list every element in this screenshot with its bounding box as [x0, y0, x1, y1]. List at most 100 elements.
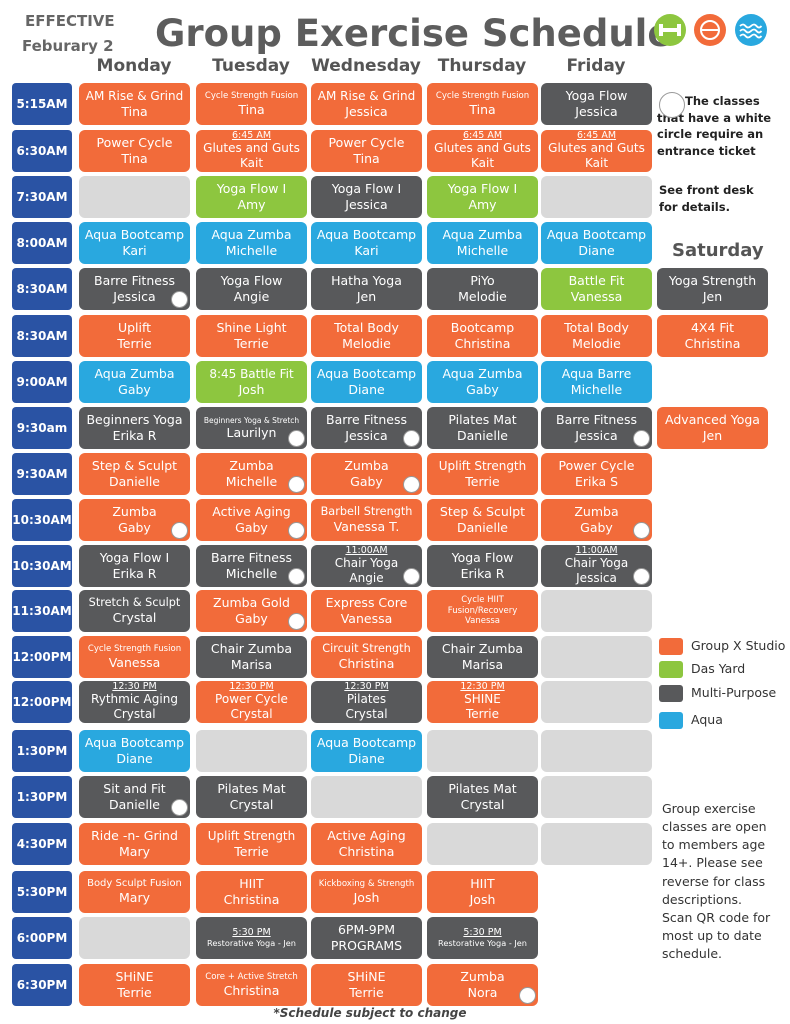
- instructor: Terrie: [465, 473, 500, 489]
- class-cell: Cycle Strength Fusion Vanessa: [79, 636, 190, 678]
- instructor: Christina: [338, 656, 395, 672]
- instructor: Erika S: [574, 474, 619, 489]
- class-cell: [79, 917, 190, 959]
- instructor: Fusion/Recovery: [447, 605, 518, 616]
- instructor: Crystal: [229, 797, 274, 812]
- class-name: Stretch & Sculpt: [88, 596, 181, 610]
- instructor: Christina: [454, 336, 511, 351]
- instructor: Vanessa: [108, 654, 161, 670]
- class-name: AM Rise & Grind: [317, 88, 416, 103]
- class-cell: [427, 823, 538, 865]
- class-cell: Barre Fitness Jessica: [311, 407, 422, 449]
- class-time: 5:30 PM: [232, 926, 271, 938]
- class-cell: 5:30 PM Restorative Yoga - Jen: [196, 917, 307, 959]
- class-cell: SHiNE Terrie: [311, 964, 422, 1006]
- instructor: Danielle: [108, 474, 160, 489]
- instructor: Josh: [353, 889, 380, 905]
- class-name: HIIT: [239, 876, 264, 892]
- class-cell: 4X4 Fit Christina: [657, 315, 768, 357]
- ticket-circle: [288, 476, 305, 493]
- class-cell: Battle Fit Vanessa: [541, 268, 652, 310]
- class-cell: [196, 730, 307, 772]
- instructor: Diane: [348, 751, 385, 766]
- instructor: Gaby: [235, 520, 268, 535]
- class-cell: Aqua Zumba Michelle: [196, 222, 307, 264]
- class-cell: Express Core Vanessa: [311, 590, 422, 632]
- legend-swatch: [659, 638, 683, 655]
- class-name: Pilates Mat: [448, 781, 517, 797]
- day-header: Monday: [96, 56, 172, 76]
- class-name: Advanced Yoga: [665, 412, 760, 428]
- instructor: PROGRAMS: [330, 938, 403, 953]
- legend-swatch: [659, 712, 683, 729]
- class-name: Aqua Bootcamp: [316, 366, 417, 382]
- time-label: 10:30AM: [12, 499, 72, 541]
- date: Feburary 2: [22, 37, 114, 55]
- class-cell: Yoga Flow Jessica: [541, 83, 652, 125]
- class-name: Glutes and Guts: [203, 141, 300, 156]
- class-name: Barre Fitness: [94, 273, 175, 289]
- class-cell: [311, 776, 422, 818]
- instructor: Jessica: [345, 103, 388, 119]
- instructor: Michelle: [225, 566, 278, 581]
- class-name: Zumba: [574, 504, 619, 520]
- instructor: Terrie: [349, 985, 384, 1000]
- instructor: Angie: [233, 289, 270, 304]
- class-cell: AM Rise & Grind Tina: [79, 83, 190, 125]
- instructor: Laurilyn: [226, 424, 277, 440]
- instructor: Michelle: [570, 382, 623, 397]
- class-cell: Beginners Yoga Erika R: [79, 407, 190, 449]
- class-cell: Circuit Strength Christina: [311, 636, 422, 678]
- legend-label: Aqua: [691, 712, 723, 727]
- time-label: 4:30PM: [12, 823, 72, 865]
- class-name: SHINE: [464, 692, 501, 707]
- legend-label: Group X Studio: [691, 638, 786, 653]
- class-name: Step & Sculpt: [91, 458, 178, 474]
- time-label: 10:30AM: [12, 545, 72, 587]
- time-label: 1:30PM: [12, 730, 72, 772]
- legend-swatch: [659, 661, 683, 678]
- instructor: Mary: [119, 844, 150, 859]
- instructor: Michelle: [225, 243, 278, 258]
- class-name: Beginners Yoga & Stretch: [203, 415, 300, 425]
- class-cell: Barbell Strength Vanessa T.: [311, 499, 422, 541]
- instructor: Gaby: [235, 611, 268, 626]
- class-cell: Uplift Terrie: [79, 315, 190, 357]
- instructor: Vanessa: [570, 289, 623, 304]
- class-cell: Stretch & Sculpt Crystal: [79, 590, 190, 632]
- class-cell: Aqua Zumba Michelle: [427, 222, 538, 264]
- class-cell: Active Aging Christina: [311, 823, 422, 865]
- class-name: Yoga Flow I: [216, 181, 287, 197]
- class-name: Chair Zumba: [210, 641, 293, 657]
- class-name: Bootcamp: [450, 320, 515, 336]
- class-name: Aqua Bootcamp: [316, 227, 417, 243]
- class-cell: [79, 176, 190, 218]
- class-cell: Aqua Bootcamp Diane: [311, 730, 422, 772]
- ticket-circle: [403, 568, 420, 585]
- instructor: Kait: [239, 156, 264, 171]
- class-name: Hatha Yoga: [331, 273, 402, 289]
- class-name: Pilates Mat: [217, 781, 286, 797]
- class-name: Aqua Bootcamp: [546, 227, 647, 243]
- instructor: Jessica: [575, 104, 618, 119]
- class-cell: Yoga Strength Jen: [657, 268, 768, 310]
- class-name: Restorative Yoga - Jen: [438, 938, 527, 949]
- class-cell: Yoga Flow I Amy: [196, 176, 307, 218]
- instructor: Tina: [238, 101, 265, 117]
- class-name: 4X4 Fit: [690, 320, 735, 336]
- class-name: Barbell Strength: [320, 505, 413, 519]
- class-time: 6:45 AM: [576, 130, 617, 141]
- class-name: Ride -n- Grind: [91, 828, 178, 844]
- ticket-circle: [171, 291, 188, 308]
- class-cell: SHiNE Terrie: [79, 964, 190, 1006]
- instructor: Amy: [237, 197, 266, 212]
- ticket-circle: [403, 430, 420, 447]
- class-name: Power Cycle: [215, 692, 288, 707]
- instructor: Tina: [121, 103, 148, 119]
- ticket-circle: [288, 613, 305, 630]
- class-name: Circuit Strength: [322, 642, 411, 656]
- class-cell: 6PM-9PM PROGRAMS: [311, 917, 422, 959]
- class-cell: AM Rise & Grind Jessica: [311, 83, 422, 125]
- instructor: Erika R: [112, 566, 157, 581]
- class-time: 11:00AM: [575, 545, 618, 556]
